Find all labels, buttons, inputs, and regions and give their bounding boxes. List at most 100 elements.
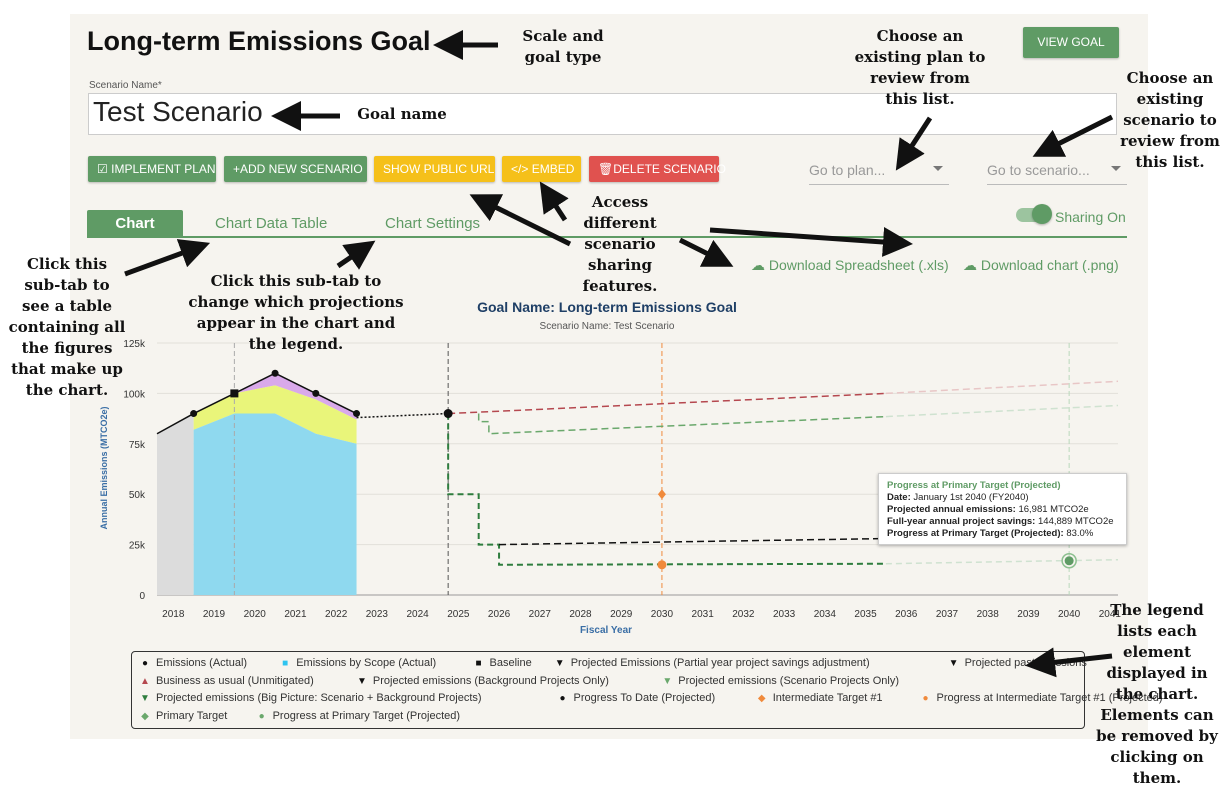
download-chart-link[interactable]: ☁ Download chart (.png) [963, 257, 1119, 273]
legend-item[interactable]: ● Progress at Intermediate Target #1 (Pro… [919, 692, 1163, 704]
legend-marker-icon: ■ [282, 658, 289, 669]
legend-label: Projected emissions (Big Picture: Scenar… [156, 692, 482, 704]
legend-item[interactable]: ■ Emissions by Scope (Actual) [278, 657, 436, 669]
delete-scenario-button[interactable]: 🗑DELETE SCENARIO [589, 156, 726, 182]
intermediate-progress-marker [657, 560, 667, 570]
x-tick-label: 2024 [406, 609, 429, 620]
legend-item[interactable]: ▲ Business as usual (Unmitigated) [138, 675, 314, 687]
legend-item[interactable]: ▼ Projected Emissions (Partial year proje… [553, 657, 870, 669]
actual-emissions-point [353, 410, 361, 418]
history-area [157, 413, 194, 595]
annotation-scale: Scale and goal type [522, 27, 604, 66]
legend-item[interactable]: ● Emissions (Actual) [138, 657, 247, 669]
y-tick-label: 100k [123, 389, 146, 400]
tooltip-proj-label: Projected annual emissions: [887, 504, 1016, 515]
legend-marker-icon: ▼ [662, 675, 673, 687]
download-spreadsheet-link[interactable]: ☁ Download Spreadsheet (.xls) [751, 257, 949, 273]
add-new-scenario-button[interactable]: +ADD NEW SCENARIO [224, 156, 367, 182]
annotation-choose-plan: Choose an existing plan to review from this… [854, 27, 986, 108]
scenario-name-label: Scenario Name* [89, 80, 162, 91]
y-tick-label: 75k [129, 440, 146, 451]
code-icon: </> [511, 162, 529, 176]
view-goal-button[interactable]: VIEW GOAL [1023, 27, 1119, 58]
legend-item[interactable]: ▼ Projected emissions (Background Project… [355, 675, 609, 687]
primary-progress-marker [1064, 556, 1074, 566]
chart-tooltip: Progress at Primary Target (Projected) D… [878, 473, 1127, 545]
plan-dropdown[interactable]: Go to plan... [809, 158, 949, 185]
x-tick-label: 2027 [529, 609, 552, 620]
legend-item[interactable]: ● Progress To Date (Projected) [556, 692, 715, 704]
scenario-name-value[interactable]: Test Scenario [93, 96, 263, 127]
legend-item[interactable]: ■ Baseline [472, 657, 532, 669]
sharing-toggle-knob[interactable] [1032, 204, 1052, 224]
legend-label: Progress at Intermediate Target #1 (Proj… [936, 692, 1163, 704]
page-title: Long-term Emissions Goal [87, 26, 431, 56]
legend-label: Emissions (Actual) [156, 657, 248, 669]
actual-emissions-point [271, 369, 279, 377]
legend-item[interactable]: ◆ Primary Target [138, 710, 227, 722]
tooltip-proj: 16,981 MTCO2e [1018, 504, 1089, 515]
x-tick-label: 2037 [936, 609, 959, 620]
tab-chart[interactable]: Chart [87, 210, 183, 237]
x-tick-label: 2028 [569, 609, 592, 620]
y-tick-label: 0 [139, 591, 145, 602]
chevron-down-icon [933, 166, 943, 171]
legend-item[interactable]: ◆ Intermediate Target #1 [755, 692, 883, 704]
legend-item[interactable]: ▼ Projected emissions (Big Picture: Scena… [138, 692, 482, 704]
y-tick-label: 50k [129, 490, 146, 501]
legend-label: Baseline [489, 657, 532, 669]
x-tick-label: 2020 [244, 609, 267, 620]
legend-marker-icon: ● [258, 710, 265, 722]
checkbox-icon: ☑ [97, 162, 108, 176]
legend-marker-icon: ● [559, 693, 566, 704]
x-tick-label: 2041 [1099, 609, 1122, 620]
plus-icon: + [233, 162, 241, 176]
scenario-dropdown[interactable]: Go to scenario... [987, 158, 1127, 185]
tab-chart-settings[interactable]: Chart Settings [385, 215, 481, 232]
legend-marker-icon: ● [141, 658, 149, 669]
x-tick-label: 2023 [366, 609, 389, 620]
primary-progress-halo [1061, 553, 1077, 569]
embed-button[interactable]: </> EMBED [502, 156, 581, 182]
tab-chart-data-table[interactable]: Chart Data Table [215, 215, 328, 232]
x-tick-label: 2021 [284, 609, 307, 620]
legend-item[interactable]: ▼ Projected emissions (Scenario Projects … [660, 675, 899, 687]
trash-icon: 🗑 [598, 162, 614, 176]
tooltip-date: January 1st 2040 (FY2040) [913, 492, 1029, 503]
legend-item[interactable]: ▼ Projected past emissions [947, 657, 1087, 669]
annotation-choose-scenario: Choose an existing scenario to review from t… [1120, 69, 1220, 171]
tooltip-progress: 83.0% [1066, 528, 1094, 539]
y-tick-label: 125k [123, 339, 146, 350]
actual-emissions-point [190, 410, 198, 418]
legend-label: Intermediate Target #1 [772, 692, 883, 704]
legend-marker-icon: ▼ [554, 658, 565, 669]
show-public-url-button[interactable]: SHOW PUBLIC URL [374, 156, 495, 182]
x-tick-label: 2030 [651, 609, 674, 620]
annotation-data-table: Click this sub-tab to see a table containin… [8, 255, 126, 399]
bau-line [448, 392, 886, 415]
legend-label: Projected emissions (Scenario Projects O… [678, 674, 899, 687]
legend-marker-icon: ▼ [948, 658, 959, 669]
legend-marker-icon: ◆ [141, 710, 149, 722]
x-tick-label: 2038 [977, 609, 1000, 620]
implement-plan-button[interactable]: ☑ IMPLEMENT PLAN [88, 156, 216, 182]
x-axis-label: Fiscal Year [580, 625, 632, 636]
actual-emissions-point [312, 389, 320, 397]
scope-1-area [193, 413, 357, 595]
sharing-label: Sharing On [1055, 209, 1126, 225]
x-tick-label: 2025 [447, 609, 470, 620]
legend-label: Emissions by Scope (Actual) [296, 657, 437, 669]
legend-item[interactable]: ● Progress at Primary Target (Projected) [255, 710, 461, 722]
chart-legend: ● Emissions (Actual) ■ Emissions by Scope (… [131, 651, 1163, 729]
tooltip-date-label: Date: [887, 492, 911, 503]
legend-marker-icon: ▼ [140, 693, 150, 704]
legend-marker-icon: ● [922, 693, 929, 704]
x-tick-label: 2036 [895, 609, 918, 620]
y-axis-label: Annual Emissions (MTCO2e) [99, 406, 109, 529]
x-tick-label: 2032 [732, 609, 755, 620]
baseline-marker [230, 389, 239, 398]
x-tick-label: 2029 [610, 609, 633, 620]
annotation-access: Access different scenario sharing features. [582, 193, 658, 295]
x-tick-label: 2019 [203, 609, 226, 620]
scenario-name-field[interactable] [88, 93, 1117, 135]
